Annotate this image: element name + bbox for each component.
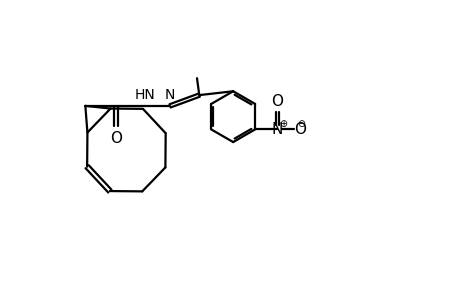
- Text: HN: HN: [135, 88, 156, 102]
- Text: N: N: [271, 122, 283, 137]
- Text: O: O: [294, 122, 306, 137]
- Text: ⊖: ⊖: [297, 119, 305, 129]
- Text: ⊕: ⊕: [278, 119, 286, 129]
- Text: O: O: [110, 131, 122, 146]
- Text: N: N: [164, 88, 175, 102]
- Text: O: O: [271, 94, 283, 109]
